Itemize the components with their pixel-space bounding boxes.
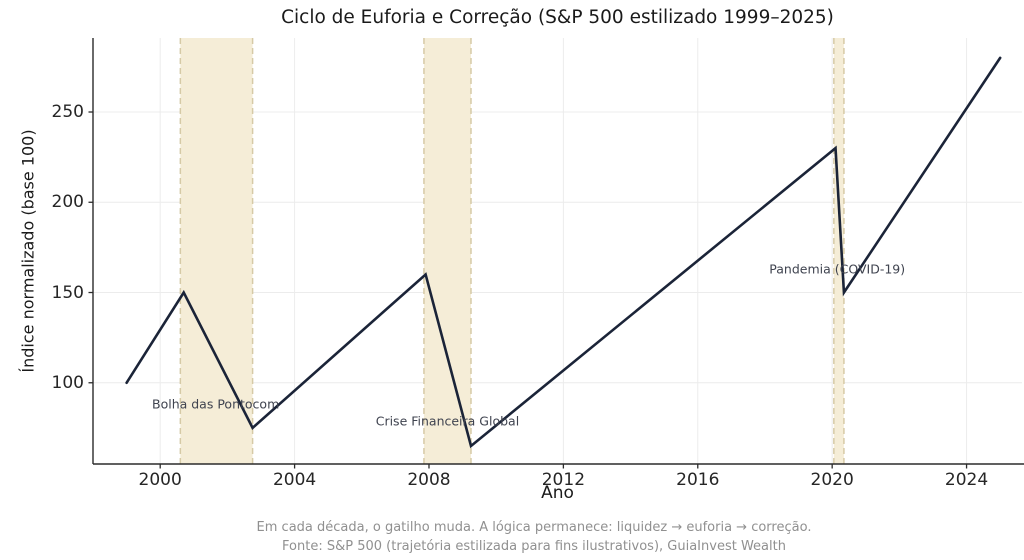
series-line (125, 56, 1002, 449)
financial-crisis-band (423, 38, 471, 464)
dotcom-bubble-band (180, 38, 253, 464)
footer-line-1: Em cada década, o gatilho muda. A lógica… (256, 520, 812, 535)
covid-band (833, 38, 844, 464)
footer-caption: Em cada década, o gatilho muda. A lógica… (22, 518, 1024, 556)
x-axis-label: Ano (541, 483, 574, 503)
chart-title: Ciclo de Euforia e Correção (S&P 500 est… (281, 7, 834, 28)
footer-line-2: Fonte: S&P 500 (trajetória estilizada pa… (282, 539, 786, 554)
